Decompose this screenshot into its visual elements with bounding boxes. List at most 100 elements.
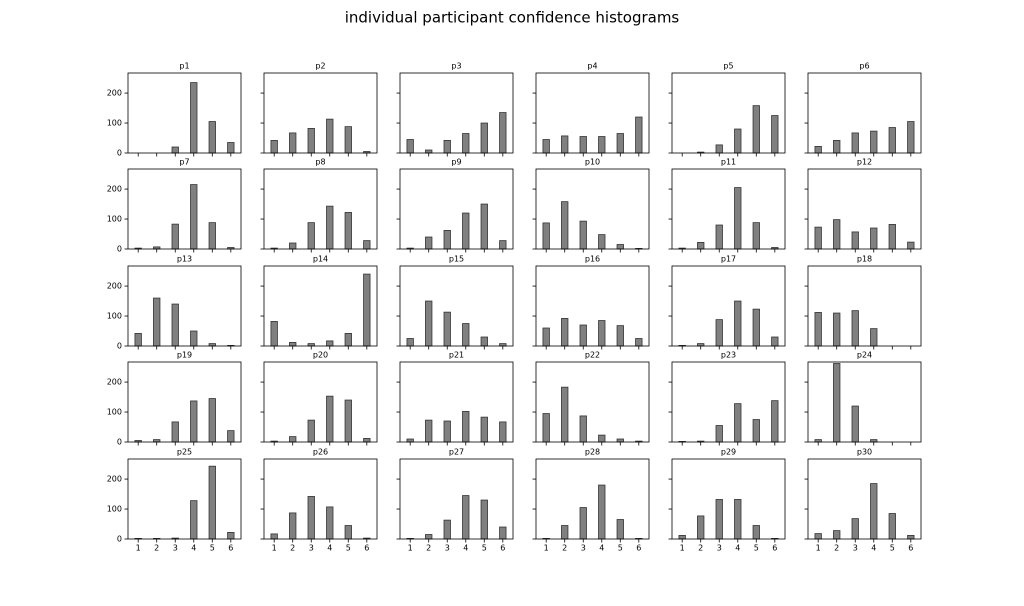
bar (697, 242, 705, 250)
bar (326, 118, 334, 154)
bar (715, 425, 723, 443)
bar (598, 320, 606, 347)
subplot-title: p11 (721, 158, 736, 167)
y-tick-label: 100 (107, 505, 122, 514)
bar (499, 526, 507, 540)
axes-frame (671, 265, 786, 347)
bar (171, 146, 179, 154)
axes-frame (807, 168, 922, 250)
x-tick-label: 2 (562, 544, 567, 553)
subplot-title: p9 (451, 158, 461, 167)
bar (734, 187, 742, 250)
bar (851, 132, 859, 154)
bar (499, 240, 507, 250)
bar (616, 325, 624, 347)
bar (190, 500, 198, 540)
bar (752, 525, 760, 540)
x-tick-label: 6 (636, 544, 641, 553)
bar (579, 220, 587, 250)
x-tick-label: 6 (772, 544, 777, 553)
x-tick-label: 1 (272, 544, 277, 553)
bar (907, 535, 915, 540)
bar (814, 146, 822, 154)
bar (678, 535, 686, 540)
axes-frame (399, 458, 514, 540)
bar (462, 323, 470, 347)
y-tick-label: 100 (107, 408, 122, 417)
x-tick-label: 1 (544, 544, 549, 553)
bar (870, 227, 878, 250)
subplot-title: p18 (857, 255, 872, 264)
bar (326, 395, 334, 443)
bar (443, 519, 451, 540)
bar (425, 236, 433, 250)
y-tick-label: 0 (117, 342, 122, 351)
bar (190, 184, 198, 250)
bar (814, 533, 822, 540)
subplot-title: p29 (721, 448, 736, 457)
bar (363, 273, 371, 347)
bar (208, 398, 216, 443)
x-tick-label: 3 (173, 544, 178, 553)
bar (833, 140, 841, 154)
bar (462, 212, 470, 250)
bar (888, 513, 896, 540)
bar (752, 308, 760, 347)
subplot-title: p22 (585, 351, 600, 360)
bar (171, 223, 179, 250)
bar (289, 512, 297, 540)
bar (715, 144, 723, 154)
bar (227, 430, 235, 443)
bar (697, 515, 705, 540)
bar (598, 434, 606, 443)
x-tick-label: 2 (834, 544, 839, 553)
bar (289, 132, 297, 154)
subplot-title: p6 (859, 62, 869, 71)
x-tick-label: 1 (680, 544, 685, 553)
bar (425, 149, 433, 154)
bar (579, 507, 587, 540)
y-tick-label: 100 (107, 119, 122, 128)
bar (888, 224, 896, 250)
bar (499, 112, 507, 154)
x-tick-label: 3 (309, 544, 314, 553)
bar (499, 421, 507, 443)
x-tick-label: 4 (735, 544, 740, 553)
bar (171, 303, 179, 347)
bar (270, 321, 278, 347)
bar (771, 400, 779, 443)
subplot-title: p23 (721, 351, 736, 360)
subplot-title: p1 (179, 62, 189, 71)
bar (480, 499, 488, 540)
axes-frame (127, 72, 242, 154)
bar (344, 399, 352, 443)
bar (443, 140, 451, 154)
bar (870, 483, 878, 540)
bar (363, 438, 371, 443)
bar (443, 311, 451, 347)
bar (480, 336, 488, 347)
y-tick-label: 0 (117, 245, 122, 254)
subplot-title: p15 (449, 255, 464, 264)
bar (635, 338, 643, 347)
bar (134, 333, 142, 347)
bar (425, 300, 433, 347)
bar (734, 128, 742, 154)
bar (480, 122, 488, 154)
bar (307, 496, 315, 540)
x-tick-label: 3 (853, 544, 858, 553)
axes-frame (807, 458, 922, 540)
axes-frame (263, 168, 378, 250)
bar (406, 338, 414, 347)
axes-frame (399, 265, 514, 347)
bar (289, 436, 297, 443)
bar (462, 411, 470, 443)
bar (616, 244, 624, 250)
subplot-title: p17 (721, 255, 736, 264)
bar (227, 142, 235, 154)
bar (833, 530, 841, 540)
subplot-title: p12 (857, 158, 872, 167)
bar (771, 115, 779, 154)
subplot-title: p24 (857, 351, 872, 360)
